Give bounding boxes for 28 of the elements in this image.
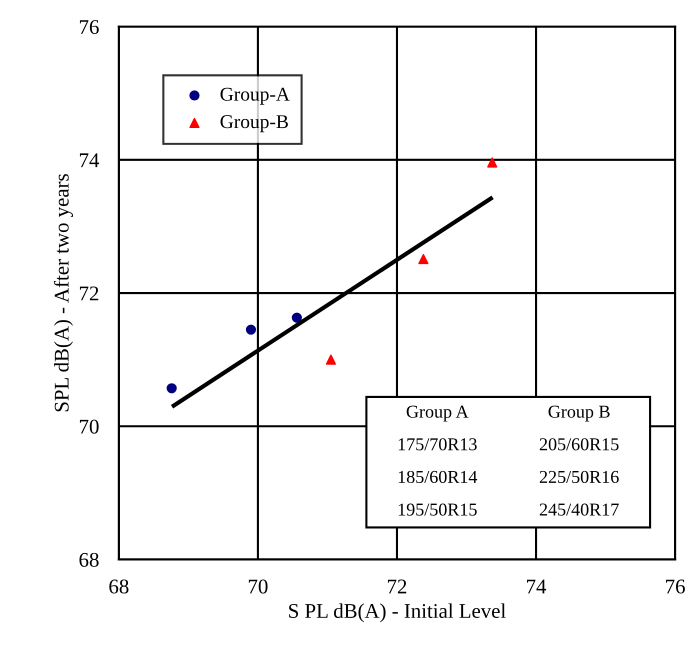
point <box>246 324 256 335</box>
x-tick-label: 72 <box>388 580 406 594</box>
annotation: Group A <box>406 406 469 422</box>
point <box>326 354 336 365</box>
annotation: 175/70R13 <box>398 438 477 450</box>
y-tick-label: 72 <box>80 286 98 300</box>
annotation: 225/50R16 <box>540 470 619 484</box>
point <box>487 157 498 168</box>
annotation: 205/60R15 <box>540 438 619 450</box>
y-tick-label: 70 <box>80 420 99 434</box>
x-tick-label: 74 <box>527 580 546 594</box>
y-tick-label: 74 <box>80 153 100 168</box>
annotation: 185/60R14 <box>398 470 478 484</box>
point <box>418 254 428 264</box>
point <box>166 383 177 394</box>
annotation: Group B <box>548 406 610 422</box>
x-axis-title: S PL dB(A) - Initial Level <box>289 603 506 622</box>
annotation: 195/50R15 <box>398 503 477 516</box>
annotation: 245/40R17 <box>540 503 619 516</box>
point <box>292 312 302 323</box>
x-tick-label: 76 <box>666 580 685 594</box>
legend-label: Group-B <box>220 115 288 132</box>
y-axis-title: SPL dB(A) - After two years <box>54 174 74 412</box>
y-tick-label: 76 <box>80 20 99 34</box>
legend-label: Group-A <box>220 88 290 105</box>
y-tick-label: 68 <box>79 552 99 567</box>
x-tick-label: 68 <box>109 579 128 594</box>
x-tick-label: 70 <box>248 579 268 594</box>
